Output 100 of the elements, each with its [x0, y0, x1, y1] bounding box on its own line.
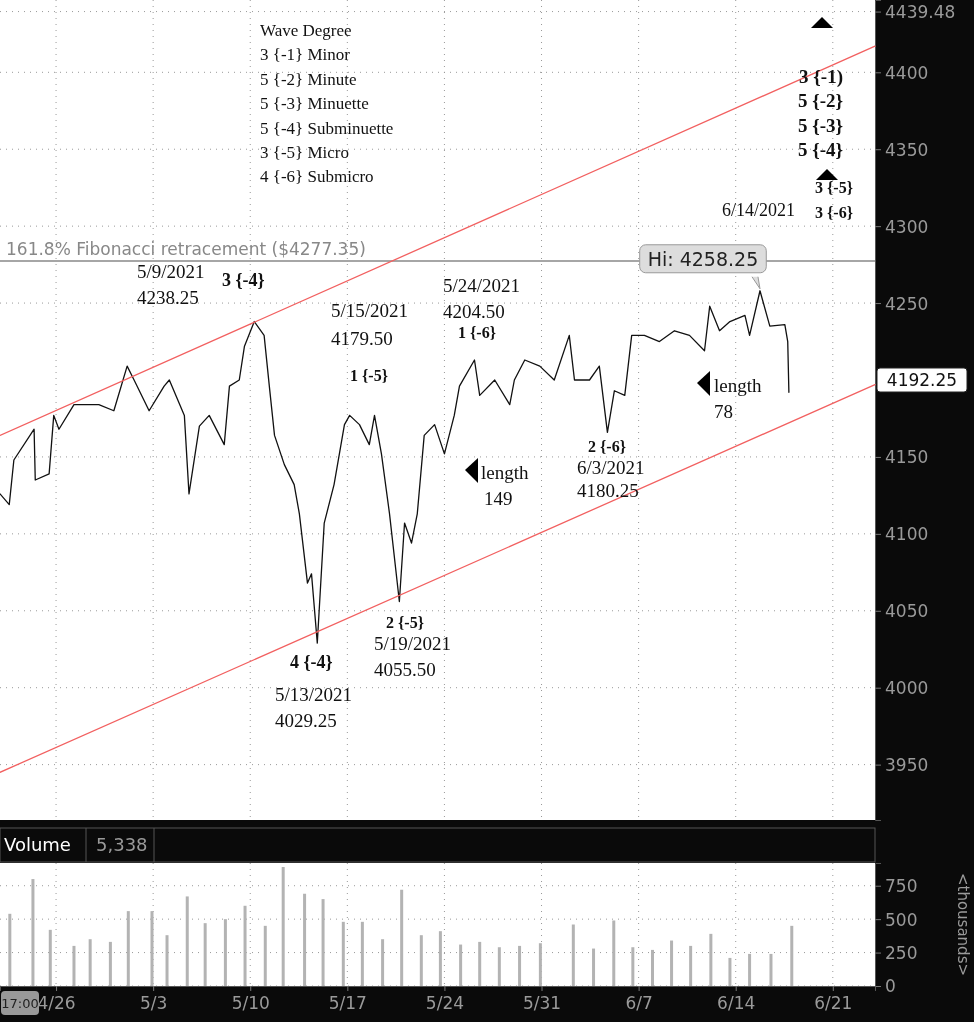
annotation: 4204.50 [443, 301, 505, 322]
annotation: 5/9/2021 [137, 261, 205, 282]
text: 5,338 [96, 834, 148, 855]
bar [592, 948, 596, 986]
bar [150, 911, 154, 986]
x-tick-label: 5/24 [425, 993, 465, 1014]
bar [8, 913, 12, 986]
annotation: 5 {-4} Subminuette [260, 118, 394, 138]
bar [728, 957, 732, 986]
bar [419, 935, 423, 986]
bar [281, 867, 285, 986]
annotation: 4055.50 [374, 659, 436, 680]
bar [790, 925, 794, 986]
annotation: 3 {-5} [815, 179, 853, 196]
annotation: Wave Degree [260, 21, 352, 40]
bar [72, 945, 76, 986]
bar [612, 920, 616, 986]
bar [631, 947, 635, 986]
bar [478, 941, 482, 986]
y-tick-label: 4350 [885, 139, 929, 160]
bar [341, 921, 345, 986]
y-tick-label: 500 [885, 909, 918, 930]
annotation: 1 {-6} [458, 324, 496, 341]
annotation: 6/14/2021 [721, 200, 795, 220]
y-tick-label: 4300 [885, 216, 929, 237]
bar [165, 935, 169, 986]
x-tick-label: 5/31 [522, 993, 562, 1014]
annotation: 3 {-6} [815, 204, 853, 221]
bar [438, 931, 442, 986]
text: 4192.25 [886, 370, 958, 390]
bar [185, 896, 189, 986]
ref-line-label: 161.8% Fibonacci retracement ($4277.35) [6, 239, 366, 259]
x-tick-label: 4/26 [37, 993, 76, 1014]
annotation: 149 [484, 488, 513, 509]
bar [769, 953, 773, 986]
x-tick-label: 5/3 [139, 993, 168, 1014]
bar [126, 911, 130, 986]
bar [223, 919, 227, 986]
y-axis-title: <thousands> [954, 872, 972, 977]
annotation: 1 {-5} [350, 367, 388, 384]
bar [400, 889, 404, 986]
bar [518, 945, 522, 986]
bar [108, 941, 112, 986]
annotation: 2 {-6} [588, 438, 626, 455]
y-tick-label: 4000 [885, 678, 929, 699]
y-tick-label: 4400 [885, 62, 929, 83]
y-tick-label: 4150 [885, 447, 929, 468]
annotation: 4 {-4} [290, 652, 333, 672]
x-tick-label: 5/10 [231, 993, 270, 1014]
bar [88, 939, 92, 986]
annotation: 5/13/2021 [275, 684, 353, 705]
annotation: 5/19/2021 [374, 633, 452, 654]
annotation: 5 {-4} [797, 139, 843, 160]
y-tick-label: 4439.48 [885, 2, 956, 23]
text: 17:00 [1, 996, 39, 1011]
y-tick-label: 250 [885, 943, 918, 964]
bar [263, 925, 267, 986]
y-tick-label: 0 [885, 976, 896, 997]
annotation: length [714, 375, 762, 396]
x-tick-label: 6/7 [625, 993, 653, 1014]
x-tick-label: 6/21 [814, 993, 853, 1014]
bar [571, 924, 575, 986]
y-tick-label: 750 [885, 876, 918, 897]
x-tick-label: 5/17 [328, 993, 367, 1014]
bar [497, 947, 501, 986]
bar [650, 949, 654, 986]
annotation: 3 {-1} Minor [260, 45, 351, 65]
annotation: 4238.25 [137, 287, 199, 308]
annotation: 4 {-6} Submicro [260, 167, 374, 187]
y-tick-label: 4250 [885, 293, 929, 314]
annotation: 2 {-5} [386, 614, 424, 631]
annotation: 3 {-4} [222, 270, 265, 290]
annotation: 3 {-5} Micro [260, 143, 350, 162]
bar [670, 940, 674, 986]
y-tick-label: 4050 [885, 601, 929, 622]
annotation: 5 {-2} Minute [260, 69, 357, 89]
bar [689, 945, 693, 986]
bar [360, 921, 364, 986]
bar [538, 943, 542, 986]
chart-title: Volume [4, 834, 71, 855]
bar [48, 929, 52, 986]
bar [459, 944, 463, 986]
annotation: Hi: 4258.25 [647, 247, 759, 270]
annotation: 6/3/2021 [577, 457, 645, 478]
annotation: 5 {-3} [797, 115, 843, 136]
bar [303, 893, 307, 986]
y-tick-label: 4100 [885, 524, 929, 545]
y-tick-label: 3950 [885, 755, 929, 776]
bar [381, 939, 385, 986]
annotation: 5/24/2021 [443, 275, 521, 296]
bar [709, 933, 713, 986]
x-tick-label: 6/14 [717, 993, 756, 1014]
annotation: 5/15/2021 [331, 300, 409, 321]
bar [31, 879, 35, 986]
annotation: 78 [714, 401, 733, 422]
annotation: 4179.50 [331, 328, 393, 349]
bar [321, 899, 325, 986]
annotation: 5 {-2} [797, 90, 843, 111]
annotation: 4029.25 [275, 710, 337, 731]
annotation: length [481, 462, 529, 483]
